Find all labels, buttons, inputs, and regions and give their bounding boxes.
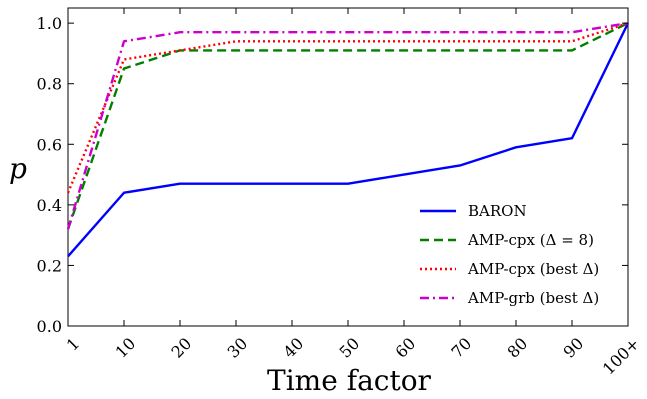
legend-label: AMP-grb (best Δ): [467, 289, 599, 307]
series-line-2: [66, 22, 629, 230]
y-axis-title: p: [9, 152, 27, 185]
x-tick-label: 100+: [599, 334, 644, 379]
legend-label: AMP-cpx (best Δ): [467, 260, 599, 278]
y-tick-label: 0.6: [37, 135, 62, 154]
y-tick-label: 0.0: [37, 317, 62, 336]
x-tick-label: 70: [447, 334, 475, 362]
x-tick-label: 30: [223, 334, 251, 362]
series-line-4: [66, 21, 629, 230]
x-tick-label: 20: [167, 334, 195, 362]
legend: BARON AMP-cpx (Δ = 8) AMP-cpx (best Δ) AMP-…: [420, 202, 599, 307]
x-tick-label: 1: [63, 334, 84, 355]
plot-area: [66, 7, 630, 327]
x-tick-label: 10: [111, 334, 139, 362]
series-line-3: [66, 22, 629, 194]
y-tick-label: 0.8: [37, 75, 62, 94]
x-tick-label: 60: [391, 334, 419, 362]
legend-label: AMP-cpx (Δ = 8): [467, 231, 594, 249]
y-axis-ticks: 0.0 0.2 0.4 0.6 0.8 1.0: [37, 14, 628, 336]
y-tick-label: 1.0: [37, 14, 62, 33]
plot-frame: [67, 7, 629, 327]
x-tick-label: 90: [559, 334, 587, 362]
x-tick-label: 50: [335, 334, 363, 362]
legend-label: BARON: [468, 202, 527, 220]
y-tick-label: 0.2: [37, 256, 62, 275]
x-axis-title: Time factor: [267, 364, 432, 397]
x-tick-label: 80: [503, 334, 531, 362]
x-tick-label: 40: [279, 334, 307, 362]
y-tick-label: 0.4: [37, 196, 62, 215]
x-axis-ticks: 1 10 20 30 40 50 60 70 80 90 100+: [63, 8, 644, 379]
series-line-1: [67, 22, 630, 258]
